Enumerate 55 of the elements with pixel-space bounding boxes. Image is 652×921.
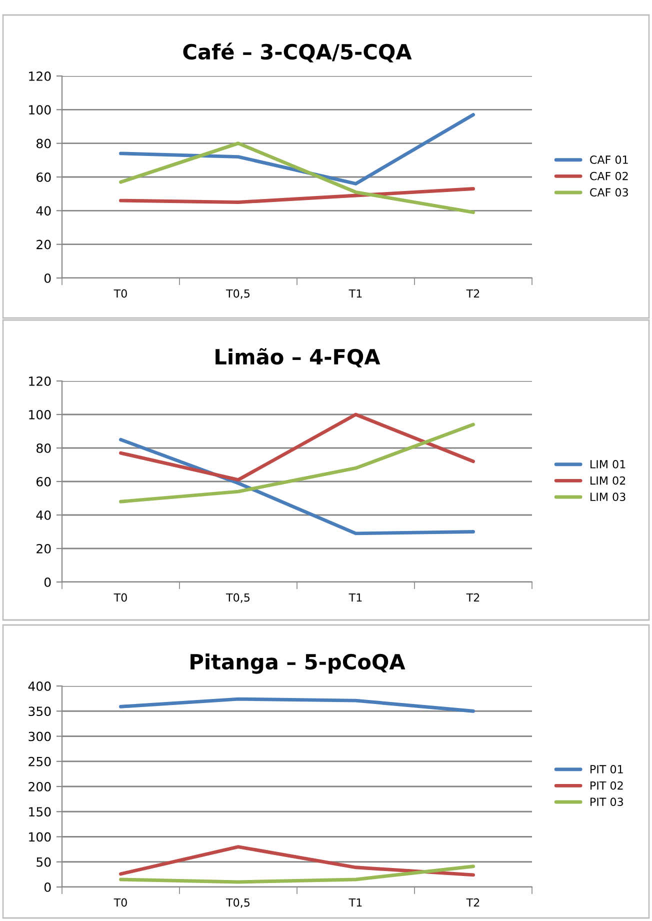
- line-series: [119, 845, 475, 877]
- y-tick-label: 0: [44, 577, 51, 587]
- line-series: [119, 438, 475, 536]
- y-tick-label: 300: [28, 732, 51, 742]
- x-tick-label: T0,5: [226, 593, 250, 603]
- y-tick-label: 0: [44, 273, 51, 283]
- y-tick-label: 200: [28, 782, 51, 792]
- legend-label: LIM 02: [590, 476, 626, 485]
- legend-label: PIT 01: [590, 765, 623, 774]
- x-tick-label: T1: [348, 593, 362, 602]
- chart-title: Café – 3-CQA/5-CQA: [183, 42, 412, 62]
- x-tick-label: T0,5: [226, 898, 250, 908]
- line-series: [119, 142, 475, 214]
- y-tick-label: 350: [28, 706, 51, 716]
- x-tick-label: T0: [114, 593, 127, 602]
- y-tick-label: 120: [29, 71, 51, 81]
- x-tick-label: T0: [114, 898, 127, 907]
- y-tick-label: 100: [29, 832, 51, 842]
- line-series: [119, 187, 475, 204]
- y-tick-label: 150: [29, 807, 51, 817]
- line-series: [119, 412, 475, 482]
- x-tick-label: T0,5: [226, 289, 250, 299]
- legend-label: PIT 02: [590, 781, 623, 790]
- x-tick-label: T0: [114, 289, 127, 298]
- y-tick-label: 250: [28, 756, 51, 766]
- x-tick-label: T1: [348, 289, 362, 298]
- y-tick-label: 400: [28, 681, 51, 691]
- y-tick-label: 80: [36, 138, 51, 148]
- y-tick-label: 20: [36, 240, 51, 250]
- legend-label: PIT 03: [590, 798, 623, 806]
- chart-title: Limão – 4-FQA: [216, 348, 380, 368]
- line-series: [119, 112, 475, 186]
- y-tick-label: 60: [36, 476, 51, 486]
- y-tick-label: 0: [44, 882, 51, 892]
- legend-label: CAF 02: [590, 172, 628, 180]
- legend-label: LIM 01: [590, 460, 626, 468]
- legend-label: CAF 03: [590, 188, 628, 197]
- y-tick-label: 40: [36, 206, 51, 216]
- line-series: [119, 422, 475, 504]
- x-tick-label: T1: [348, 898, 362, 907]
- x-tick-label: T2: [466, 898, 480, 907]
- y-tick-label: 50: [36, 857, 51, 867]
- legend-label: LIM 03: [590, 492, 626, 502]
- y-tick-label: 40: [36, 510, 51, 520]
- y-tick-label: 60: [36, 172, 51, 182]
- y-tick-label: 120: [29, 376, 51, 386]
- y-tick-label: 80: [36, 443, 51, 453]
- y-tick-label: 100: [29, 105, 51, 115]
- legend-label: CAF 01: [590, 156, 628, 164]
- line-series: [119, 697, 475, 713]
- x-tick-label: T2: [466, 289, 480, 298]
- x-tick-label: T2: [466, 593, 480, 602]
- chart-title: Pitanga – 5-pCoQA: [190, 654, 406, 674]
- y-tick-label: 100: [29, 410, 51, 420]
- y-tick-label: 20: [36, 544, 51, 554]
